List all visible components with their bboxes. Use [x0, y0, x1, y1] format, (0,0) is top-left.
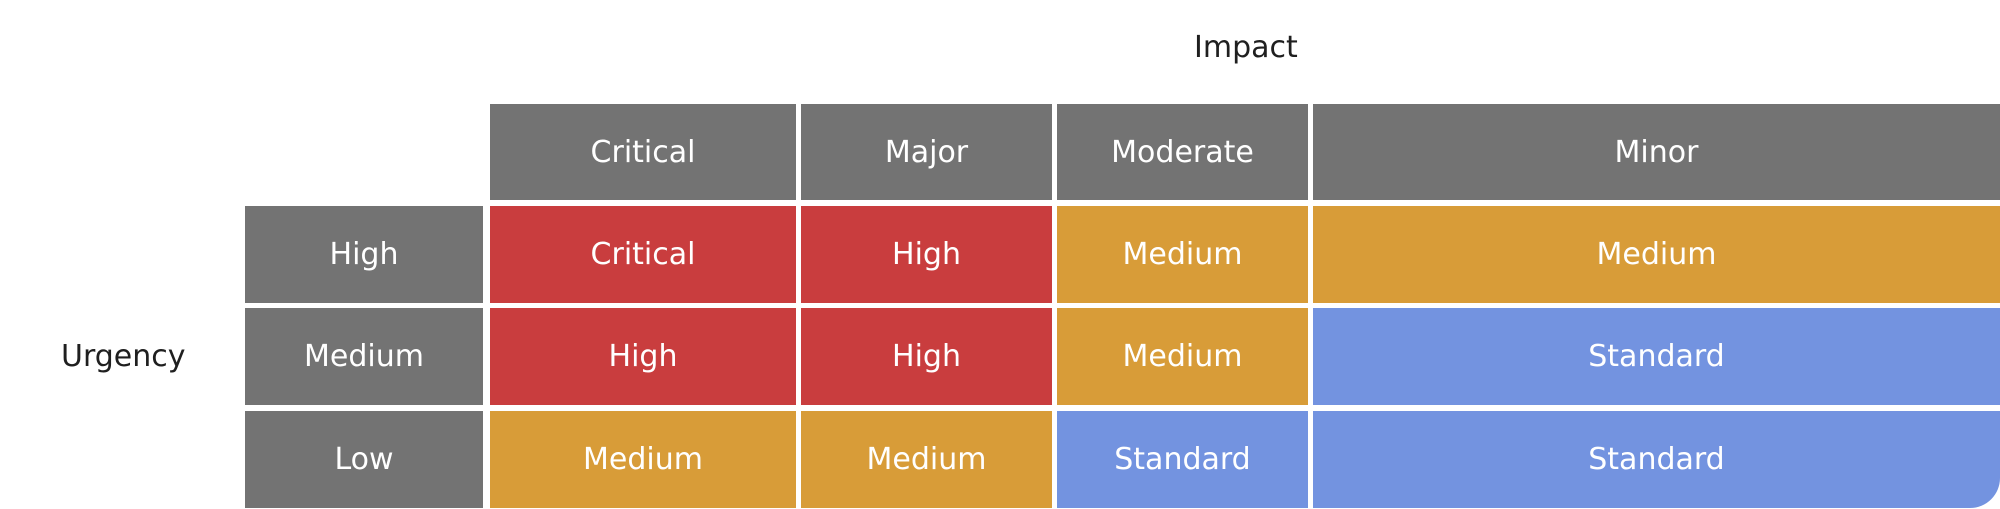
column-header-minor: Minor	[1313, 104, 2000, 200]
row-header-high: High	[245, 206, 483, 303]
matrix-cell-medium-minor: Standard	[1313, 308, 2000, 405]
column-header-major: Major	[801, 104, 1052, 200]
matrix-cell-high-critical: Critical	[490, 206, 796, 303]
row-header-low: Low	[245, 411, 483, 508]
matrix-cell-low-moderate: Standard	[1057, 411, 1308, 508]
row-header-medium: Medium	[245, 308, 483, 405]
column-header-critical: Critical	[490, 104, 796, 200]
matrix-cell-high-major: High	[801, 206, 1052, 303]
matrix-cell-high-moderate: Medium	[1057, 206, 1308, 303]
matrix-cell-medium-critical: High	[490, 308, 796, 405]
urgency-axis-label: Urgency	[61, 339, 186, 374]
matrix-cell-low-major: Medium	[801, 411, 1052, 508]
matrix-cell-medium-major: High	[801, 308, 1052, 405]
matrix-cell-low-critical: Medium	[490, 411, 796, 508]
matrix-cell-medium-moderate: Medium	[1057, 308, 1308, 405]
matrix-cell-high-minor: Medium	[1313, 206, 2000, 303]
matrix-cell-low-minor: Standard	[1313, 411, 2000, 508]
column-header-moderate: Moderate	[1057, 104, 1308, 200]
impact-axis-label: Impact	[1194, 30, 1298, 65]
